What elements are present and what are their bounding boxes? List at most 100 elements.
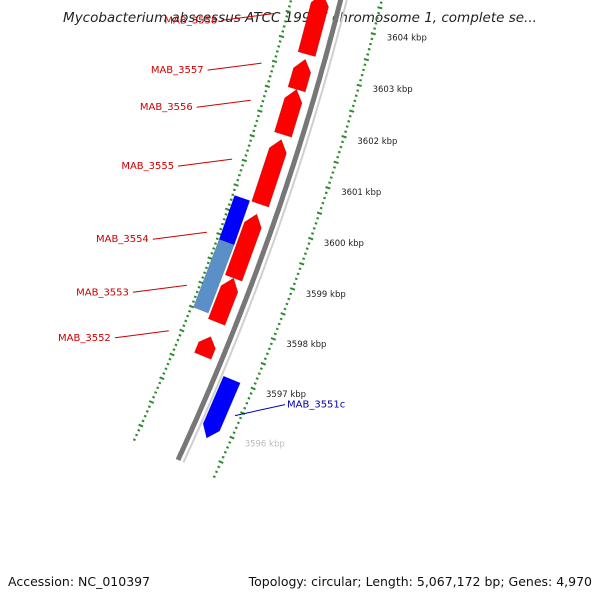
ruler-tick [182, 324, 186, 328]
gene-mab-3555[interactable] [251, 138, 287, 208]
gene-features [192, 0, 330, 439]
ruler-tick [333, 160, 339, 165]
ruler-tick [234, 426, 238, 430]
gene-label[interactable]: MAB_3557 [151, 65, 204, 76]
ruler-tick [220, 222, 225, 226]
ruler-tick [236, 421, 240, 425]
gene-label[interactable]: MAB_3552 [58, 333, 111, 344]
ruler-tick [219, 227, 223, 231]
ruler-tick [247, 144, 251, 147]
ruler-tick [289, 287, 296, 291]
label-leader [221, 12, 276, 21]
inner-feature[interactable] [192, 238, 235, 314]
outer-ruler [212, 1, 383, 479]
ruler-tick [267, 80, 271, 83]
ruler-tick [249, 139, 253, 143]
label-leader [152, 231, 207, 240]
ruler-tick [204, 266, 208, 270]
ruler-tick [241, 164, 245, 167]
scale-label: 3596 kbp [245, 439, 285, 449]
ruler-tick [210, 251, 214, 255]
ruler-tick [312, 227, 316, 230]
ruler-tick [212, 475, 216, 479]
ruler-tick [287, 297, 291, 301]
ruler-tick [154, 391, 158, 394]
ruler-tick [379, 1, 383, 4]
ruler-tick [377, 6, 383, 10]
ruler-tick [162, 372, 166, 375]
ruler-tick [147, 405, 151, 409]
ruler-tick [289, 292, 293, 296]
ruler-tick [249, 134, 255, 138]
ruler-tick [259, 104, 263, 108]
label-leader [178, 158, 233, 167]
gene-mab-3554[interactable] [224, 213, 262, 282]
ruler-tick [229, 198, 233, 202]
ruler-tick [152, 395, 156, 399]
gene-mab-3551c[interactable] [202, 375, 241, 439]
gene-label[interactable]: MAB_3553 [76, 287, 129, 298]
ruler-tick [213, 242, 217, 245]
ruler-tick [255, 377, 259, 381]
ruler-tick [143, 414, 147, 418]
label-leader [132, 284, 187, 293]
ruler-tick [305, 247, 309, 251]
ruler-tick [347, 120, 351, 123]
ruler-tick [215, 237, 219, 241]
gene-label[interactable]: MAB_3555 [121, 161, 174, 172]
ruler-tick [141, 419, 145, 423]
gene-mab-3556[interactable] [273, 88, 303, 138]
ruler-tick [259, 367, 263, 371]
ruler-tick [245, 401, 249, 405]
scale-label: 3597 kbp [266, 390, 306, 400]
ruler-tick [287, 5, 291, 8]
ruler-tick [362, 68, 365, 72]
ruler-tick [354, 94, 358, 97]
ruler-tick [264, 84, 270, 88]
ruler-tick [337, 150, 341, 154]
ruler-tick [281, 30, 285, 33]
gene-label[interactable]: MAB_3556 [140, 102, 193, 113]
ruler-tick [271, 59, 278, 64]
gene-labels: MAB_3561cMAB_3559cMAB_3558MAB_3557MAB_35… [58, 12, 345, 417]
inner-ruler [132, 0, 293, 442]
ruler-tick [176, 338, 180, 342]
ruler-tick [339, 145, 343, 149]
ruler-tick [252, 129, 256, 133]
ruler-tick [333, 166, 336, 169]
ruler-tick [198, 280, 204, 285]
ruler-tick [255, 119, 259, 123]
gene-mab-3552[interactable] [193, 336, 216, 360]
gene-mab-3553[interactable] [207, 277, 239, 326]
ruler-tick [280, 312, 286, 316]
label-leader [196, 99, 251, 108]
scale-rulers [132, 0, 383, 479]
ruler-tick [285, 9, 291, 14]
ruler-tick [331, 171, 335, 174]
ruler-tick [145, 409, 149, 413]
ruler-tick [203, 271, 207, 275]
ruler-tick [323, 196, 327, 200]
gene-mab-3558[interactable] [297, 0, 330, 58]
gene-mab-3557[interactable] [287, 58, 312, 93]
ruler-tick [188, 304, 195, 309]
gene-label[interactable]: MAB_3554 [96, 234, 149, 245]
ruler-tick [325, 186, 331, 190]
ruler-tick [369, 42, 372, 46]
gene-label[interactable]: MAB_3551c [287, 400, 345, 411]
ruler-tick [216, 232, 222, 236]
ruler-tick [228, 441, 232, 444]
ruler-tick [366, 53, 370, 56]
ruler-tick [275, 50, 279, 53]
label-leader [234, 404, 286, 417]
ruler-tick [308, 236, 314, 241]
ruler-tick [243, 406, 247, 410]
ruler-tick [207, 256, 213, 260]
ruler-tick [221, 455, 225, 459]
ruler-tick [184, 319, 188, 323]
gene-label[interactable]: MAB_3558 [164, 15, 217, 26]
ruler-tick [377, 11, 381, 15]
ruler-tick [363, 63, 367, 67]
